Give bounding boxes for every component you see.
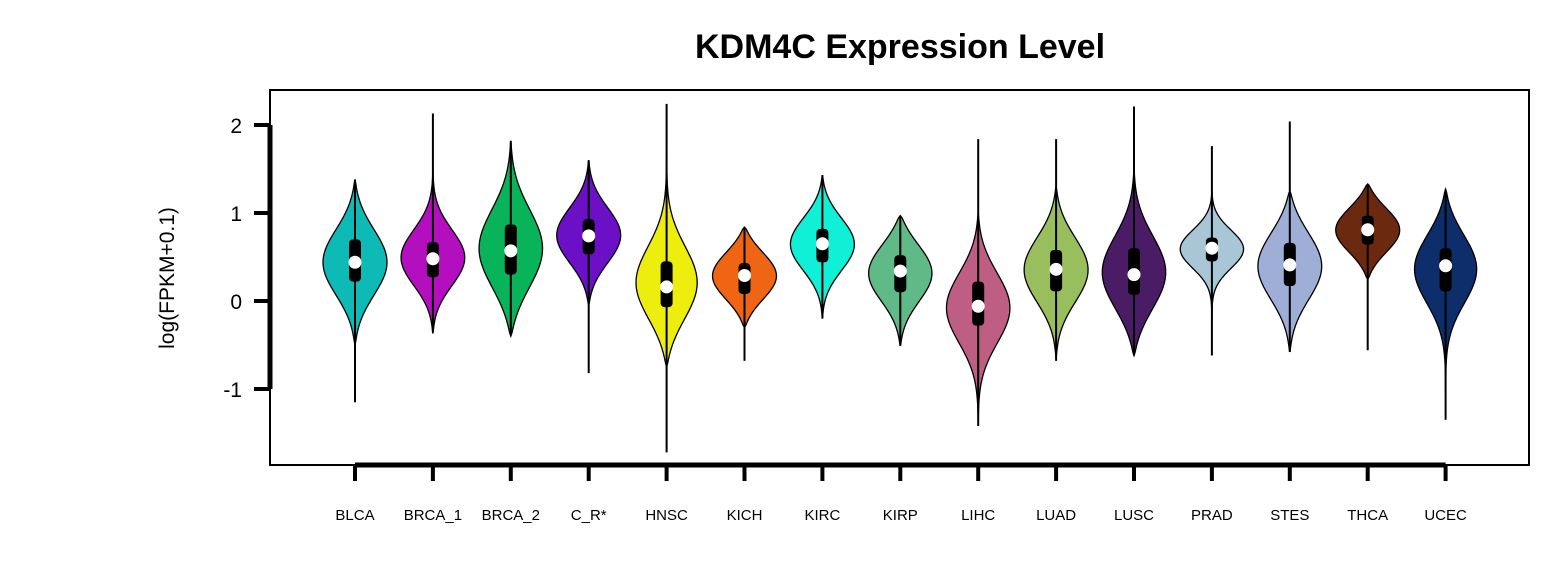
median-point xyxy=(1049,262,1063,276)
x-tick-label: KICH xyxy=(727,507,763,524)
x-tick-label: UCEC xyxy=(1424,507,1467,524)
y-axis: -1 0 1 2 xyxy=(223,115,273,402)
violin-brca-1 xyxy=(400,113,466,334)
x-tick-label: C_R* xyxy=(571,507,607,524)
violin-kirc xyxy=(789,175,856,319)
y-tick-label: 0 xyxy=(230,291,242,314)
violin-prad xyxy=(1179,146,1245,356)
median-point xyxy=(1361,223,1375,237)
x-tick-label: LUAD xyxy=(1036,507,1076,524)
y-tick-label: 1 xyxy=(230,203,242,226)
violin-kirp xyxy=(868,214,933,347)
violin-ucec xyxy=(1413,186,1478,420)
x-tick-label: STES xyxy=(1270,507,1309,524)
x-tick-label: LUSC xyxy=(1114,507,1154,524)
median-point xyxy=(1283,258,1297,272)
median-point xyxy=(815,237,829,251)
y-axis-label: log(FPKM+0.1) xyxy=(156,207,179,349)
x-tick-label: KIRP xyxy=(883,507,918,524)
violin-brca-2 xyxy=(478,140,544,339)
median-point xyxy=(504,244,518,258)
x-tick-label: THCA xyxy=(1347,507,1388,524)
x-tick-label: BLCA xyxy=(335,507,374,524)
x-tick-label: BRCA_1 xyxy=(404,507,462,524)
median-point xyxy=(660,280,674,294)
x-tick-label: PRAD xyxy=(1191,507,1233,524)
violin-luad xyxy=(1023,139,1089,361)
violin-blca xyxy=(322,179,388,403)
violin-kich xyxy=(711,226,778,361)
x-tick-label: BRCA_2 xyxy=(482,507,540,524)
median-point xyxy=(1205,241,1219,255)
violin-lihc xyxy=(945,139,1011,426)
violins xyxy=(322,103,1478,453)
violin-lusc xyxy=(1101,106,1167,358)
median-point xyxy=(1127,268,1141,282)
y-tick-label: -1 xyxy=(223,379,242,402)
x-tick-label: KIRC xyxy=(804,507,840,524)
violin-thca xyxy=(1335,183,1401,351)
median-point xyxy=(582,229,596,243)
median-point xyxy=(893,264,907,278)
violin-c-r- xyxy=(556,160,622,374)
median-point xyxy=(971,299,985,313)
median-point xyxy=(738,268,751,282)
median-point xyxy=(1439,259,1453,273)
chart-title: KDM4C Expression Level xyxy=(695,28,1105,66)
violin-stes xyxy=(1257,121,1323,353)
violin-hnsc xyxy=(635,103,698,453)
y-tick-label: 2 xyxy=(230,115,242,138)
x-axis: BLCA BRCA_1 BRCA_2 C_R* HNSC KICH KIRC KIRP LIHC… xyxy=(335,462,1467,524)
median-point xyxy=(348,255,362,269)
x-tick-label: HNSC xyxy=(645,507,688,524)
x-tick-label: LIHC xyxy=(961,507,995,524)
median-point xyxy=(426,252,440,266)
